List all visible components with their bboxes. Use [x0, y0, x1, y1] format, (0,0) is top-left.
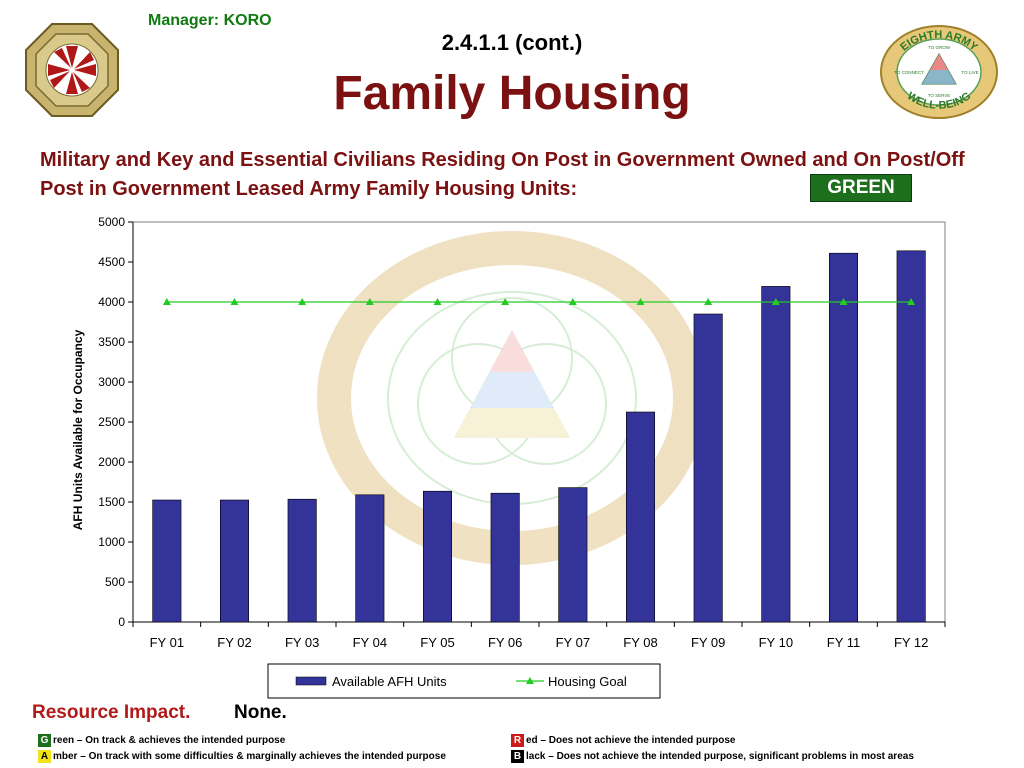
- page-title: Family Housing: [333, 67, 691, 120]
- housing-chart: 0 500 1000 1500 2000 2500 3000 3500 4000 4500 5000…: [60, 212, 960, 707]
- logo-serve-text: TO SERVE: [928, 93, 951, 98]
- logo-connect-text: TO CONNECT: [894, 70, 924, 75]
- status-legend-text: ed – Does not achieve the intended purpo…: [526, 735, 736, 747]
- housing-goal-point: [230, 298, 239, 305]
- housing-goal-point: [298, 298, 307, 305]
- bar-available-afh-units: [828, 252, 859, 623]
- status-letter-g: G: [38, 734, 51, 747]
- y-tick-label: 5000: [98, 215, 125, 229]
- y-tick-label: 1500: [98, 495, 125, 509]
- bar-available-afh-units: [287, 498, 317, 623]
- x-tick-label: FY 06: [488, 635, 522, 650]
- status-letter-r: R: [511, 734, 524, 747]
- x-tick-label: FY 04: [353, 635, 387, 650]
- x-tick-label: FY 12: [894, 635, 928, 650]
- y-axis-label: AFH Units Available for Occupancy: [71, 329, 85, 530]
- housing-goal-point: [433, 298, 442, 305]
- y-tick-label: 3500: [98, 335, 125, 349]
- y-tick-label: 4500: [98, 255, 125, 269]
- status-legend-text: reen – On track & achieves the intended …: [53, 735, 286, 747]
- x-tick-label: FY 05: [420, 635, 454, 650]
- x-tick-label: FY 09: [691, 635, 725, 650]
- bar-available-afh-units: [625, 411, 656, 623]
- status-letter-b: B: [511, 750, 524, 763]
- x-tick-label: FY 02: [217, 635, 251, 650]
- legend-box: [267, 663, 661, 699]
- legend-label-goal: Housing Goal: [548, 674, 627, 689]
- y-tick-label: 0: [118, 615, 125, 629]
- bar-available-afh-units: [896, 250, 926, 623]
- y-tick-label: 2500: [98, 415, 125, 429]
- chart-legend: Available AFH Units Housing Goal: [267, 663, 661, 699]
- logo-live-text: TO LIVE: [961, 70, 978, 75]
- legend-swatch-bar: [295, 676, 327, 686]
- x-tick-label: FY 07: [556, 635, 590, 650]
- bar-available-afh-units: [490, 492, 520, 623]
- resource-impact-value: None.: [234, 702, 287, 723]
- housing-bar-chart: 0 500 1000 1500 2000 2500 3000 3500 4000 4500 5000…: [71, 215, 946, 699]
- section-number: 2.4.1.1 (cont.): [441, 30, 583, 55]
- x-tick-label: FY 11: [827, 635, 860, 650]
- x-tick-label: FY 10: [759, 635, 793, 650]
- bar-available-afh-units: [219, 499, 250, 623]
- bar-available-afh-units: [422, 490, 453, 623]
- y-tick-label: 500: [105, 575, 125, 589]
- status-badge: GREEN: [810, 174, 912, 202]
- x-tick-label: FY 08: [623, 635, 657, 650]
- bar-available-afh-units: [558, 487, 588, 623]
- x-tick-label: FY 01: [150, 635, 184, 650]
- legend-marker-triangle: [526, 677, 534, 684]
- y-tick-label: 3000: [98, 375, 125, 389]
- housing-goal-point: [568, 298, 577, 305]
- housing-goal-point: [839, 298, 848, 305]
- y-tick-label: 1000: [98, 535, 125, 549]
- logo-grow-text: TO GROW: [928, 45, 951, 50]
- housing-goal-point: [771, 298, 780, 305]
- x-tick-label: FY 03: [285, 635, 319, 650]
- manager-label: Manager: KORO: [148, 12, 272, 29]
- legend-label-available: Available AFH Units: [332, 674, 447, 689]
- y-tick-label: 4000: [98, 295, 125, 309]
- bar-available-afh-units: [152, 499, 182, 623]
- status-legend-text: mber – On track with some difficulties &…: [53, 751, 446, 763]
- bar-available-afh-units: [355, 494, 385, 623]
- bar-available-afh-units: [761, 286, 791, 623]
- resource-impact-label: Resource Impact.: [32, 702, 191, 723]
- housing-description: Military and Key and Essential Civilians…: [40, 149, 965, 200]
- bar-available-afh-units: [693, 313, 723, 623]
- y-tick-label: 2000: [98, 455, 125, 469]
- housing-goal-point: [501, 298, 510, 305]
- status-letter-a: A: [38, 750, 51, 763]
- status-legend-text: lack – Does not achieve the intended pur…: [526, 751, 914, 763]
- housing-goal-point: [907, 298, 916, 305]
- housing-goal-point: [365, 298, 374, 305]
- housing-goal-point: [704, 298, 713, 305]
- housing-goal-point: [162, 298, 171, 305]
- well-being-logo: EIGHTH ARMY WELL-BEING TO GROW TO CONNEC…: [878, 22, 1000, 125]
- housing-goal-point: [636, 298, 645, 305]
- unit-seal-logo: [24, 22, 120, 123]
